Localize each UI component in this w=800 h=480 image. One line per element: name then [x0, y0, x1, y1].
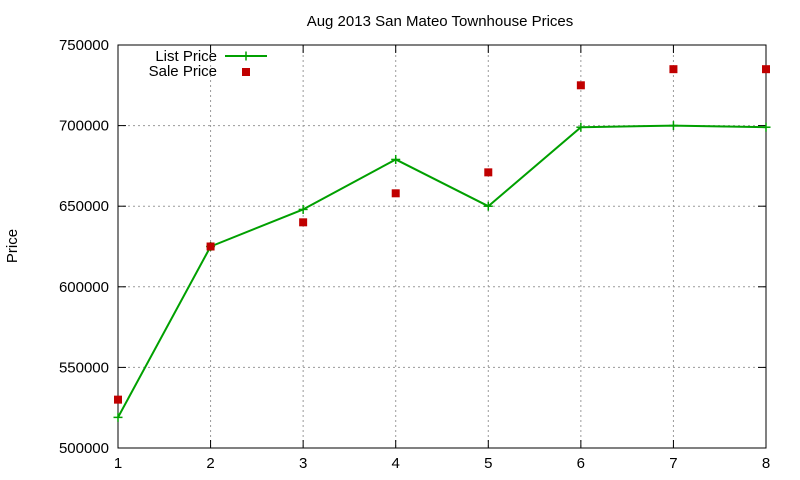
x-tick-label: 8: [762, 455, 770, 472]
legend-label-list-price: List Price: [155, 48, 217, 65]
series-line-list-price: [117, 124, 767, 418]
data-point-list-price: [668, 121, 678, 131]
y-tick-label: 600000: [59, 279, 109, 296]
data-point-sale-price: [576, 81, 585, 90]
legend: List Price Sale Price: [149, 48, 267, 80]
grid-lines: [118, 45, 766, 448]
y-axis-label: Price: [4, 229, 21, 263]
series-layer: [113, 65, 771, 422]
data-point-list-price: [761, 122, 771, 132]
data-point-sale-price: [484, 168, 493, 177]
y-tick-label: 750000: [59, 37, 109, 54]
data-point-sale-price: [391, 189, 400, 198]
x-tick-label: 6: [577, 455, 585, 472]
legend-marker-sale-price: [242, 68, 250, 76]
data-point-list-price: [391, 154, 401, 164]
chart-title: Aug 2013 San Mateo Townhouse Prices: [307, 13, 574, 30]
data-point-sale-price: [299, 218, 308, 227]
x-tick-label: 7: [669, 455, 677, 472]
data-point-sale-price: [206, 242, 215, 251]
legend-marker-list-price: [225, 51, 267, 61]
legend-plus-marker: [241, 51, 251, 61]
data-point-sale-price: [762, 65, 770, 74]
data-point-list-price: [113, 412, 123, 422]
y-tick-label: 500000: [59, 440, 109, 457]
plot-frame: [117, 44, 767, 449]
legend-square-marker: [242, 68, 250, 76]
x-tick-label: 1: [114, 455, 122, 472]
data-point-sale-price: [669, 65, 678, 74]
x-tick-label: 3: [299, 455, 307, 472]
axis-ticks: 500000 550000 600000 650000 700000 750000 1 2 3 4…: [59, 37, 770, 472]
y-tick-label: 700000: [59, 118, 109, 135]
data-point-sale-price: [114, 395, 122, 404]
x-tick-label: 5: [484, 455, 492, 472]
y-tick-label: 650000: [59, 198, 109, 215]
y-tick-label: 550000: [59, 359, 109, 376]
data-point-list-price: [298, 204, 308, 214]
legend-label-sale-price: Sale Price: [149, 63, 217, 80]
x-tick-label: 2: [206, 455, 214, 472]
data-point-list-price: [483, 201, 493, 211]
data-point-list-price: [576, 122, 586, 132]
x-tick-label: 4: [392, 455, 400, 472]
